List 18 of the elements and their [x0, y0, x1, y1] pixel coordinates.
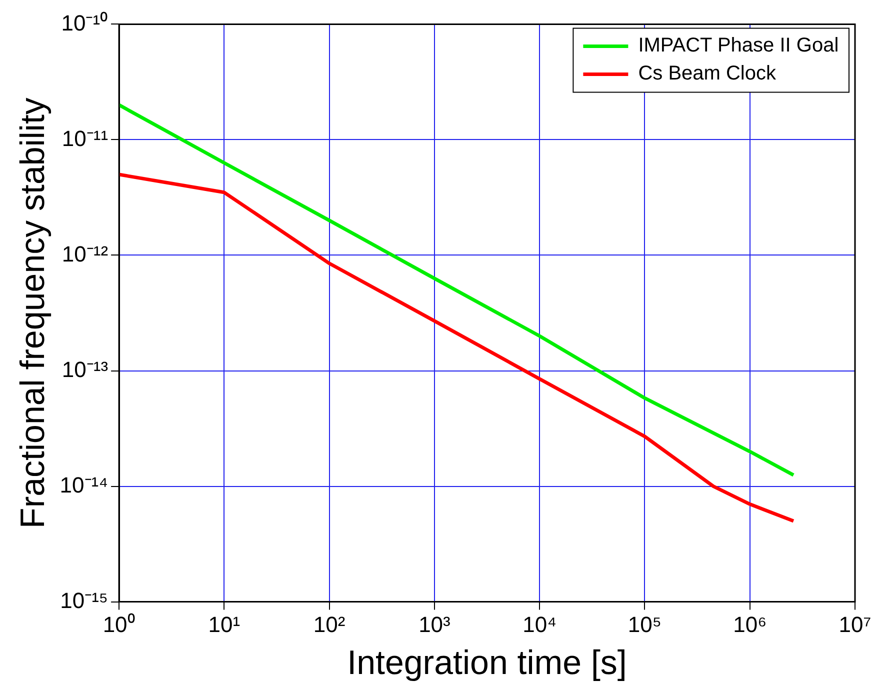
- x-axis-title: Integration time [s]: [347, 644, 627, 682]
- y-axis-title: Fractional frequency stability: [14, 98, 52, 528]
- y-tick-label: 10⁻¹⁴: [60, 472, 108, 498]
- y-tick-label: 10⁻¹⁰: [61, 10, 108, 36]
- x-tick-label: 10²: [313, 612, 346, 638]
- x-tick-label: 10⁴: [522, 612, 557, 638]
- x-tick-label: 10⁵: [628, 612, 662, 638]
- legend-label: IMPACT Phase II Goal: [638, 34, 839, 57]
- x-tick-label: 10⁰: [102, 612, 136, 638]
- x-tick-label: 10¹: [208, 612, 240, 638]
- y-tick-label: 10⁻¹³: [62, 356, 108, 382]
- x-tick-label: 10⁷: [838, 612, 872, 638]
- x-tick-label: 10³: [418, 612, 450, 638]
- y-tick-label: 10⁻¹¹: [62, 126, 108, 151]
- x-tick-label: 10⁶: [733, 612, 767, 638]
- legend-label: Cs Beam Clock: [638, 62, 777, 85]
- y-tick-label: 10⁻¹⁵: [60, 588, 108, 613]
- y-tick-label: 10⁻¹²: [62, 241, 108, 266]
